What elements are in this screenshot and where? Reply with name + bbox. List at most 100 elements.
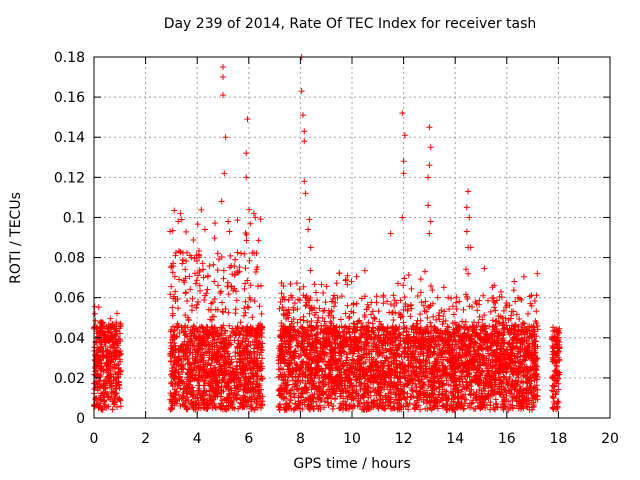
data-point [105, 393, 112, 400]
data-point [222, 305, 229, 312]
data-point [492, 307, 499, 314]
data-point [207, 362, 214, 369]
data-point [509, 405, 516, 412]
data-point [97, 318, 104, 325]
data-point [208, 387, 215, 394]
data-point [95, 304, 102, 311]
data-point [183, 389, 190, 396]
data-point [198, 206, 205, 213]
data-point [249, 393, 256, 400]
data-point [195, 405, 202, 412]
data-point [242, 386, 249, 393]
data-point [231, 272, 238, 279]
data-point [209, 404, 216, 411]
data-point [107, 336, 114, 343]
data-point [243, 374, 250, 381]
data-point [101, 380, 108, 387]
data-point [101, 397, 108, 404]
data-point [219, 308, 226, 315]
data-point [254, 327, 261, 334]
data-point [171, 207, 178, 214]
data-point [233, 297, 240, 304]
data-point [409, 388, 416, 395]
data-point [195, 382, 202, 389]
data-point [106, 357, 113, 364]
data-point [453, 294, 460, 301]
data-point [234, 217, 241, 224]
data-point [193, 356, 200, 363]
data-point [236, 355, 243, 362]
data-point [117, 371, 124, 378]
data-point [232, 256, 239, 263]
data-point [109, 321, 116, 328]
data-point [114, 403, 121, 410]
data-point [227, 252, 234, 259]
data-point [440, 284, 447, 291]
data-point [353, 273, 360, 280]
data-point [427, 319, 434, 326]
data-point [185, 344, 192, 351]
data-point [169, 323, 176, 330]
data-point [111, 361, 118, 368]
data-point [322, 299, 329, 306]
data-point [414, 317, 421, 324]
data-point [219, 372, 226, 379]
data-point [178, 377, 185, 384]
data-point [300, 317, 307, 324]
data-point [97, 324, 104, 331]
data-point [179, 260, 186, 267]
data-point [169, 310, 176, 317]
data-point [110, 389, 117, 396]
data-point [237, 383, 244, 390]
data-point [113, 323, 120, 330]
data-point [218, 402, 225, 409]
data-point [92, 317, 99, 324]
data-point [212, 220, 219, 227]
data-point [191, 331, 198, 338]
data-point [534, 270, 541, 277]
data-point [512, 298, 519, 305]
data-point [241, 305, 248, 312]
data-point [169, 227, 176, 234]
data-point [401, 344, 408, 351]
data-point [105, 374, 112, 381]
data-point [102, 401, 109, 408]
data-point [294, 319, 301, 326]
data-point [200, 387, 207, 394]
data-point [348, 278, 355, 285]
data-point [320, 290, 327, 297]
data-point [200, 266, 207, 273]
data-point [176, 248, 183, 255]
data-point [115, 382, 122, 389]
data-point [318, 281, 325, 288]
data-point [220, 275, 227, 282]
data-point [400, 282, 407, 289]
data-point [196, 267, 203, 274]
data-point [234, 249, 241, 256]
data-point [424, 314, 431, 321]
data-point [192, 401, 199, 408]
data-point [256, 351, 263, 358]
data-point [98, 363, 105, 370]
data-point [95, 405, 102, 412]
data-point [210, 313, 217, 320]
data-point [259, 398, 266, 405]
data-point [179, 256, 186, 263]
data-point [188, 335, 195, 342]
data-point [100, 368, 107, 375]
data-point [232, 306, 239, 313]
data-point [250, 326, 257, 333]
data-point [453, 299, 460, 306]
data-point [450, 311, 457, 318]
data-point [206, 342, 213, 349]
data-point [456, 298, 463, 305]
data-point [224, 348, 231, 355]
data-point [224, 283, 231, 290]
data-point [219, 299, 226, 306]
data-point [244, 303, 251, 310]
data-point [246, 375, 253, 382]
data-point [187, 286, 194, 293]
data-point [109, 406, 116, 413]
data-point [242, 280, 249, 287]
data-point [247, 296, 254, 303]
